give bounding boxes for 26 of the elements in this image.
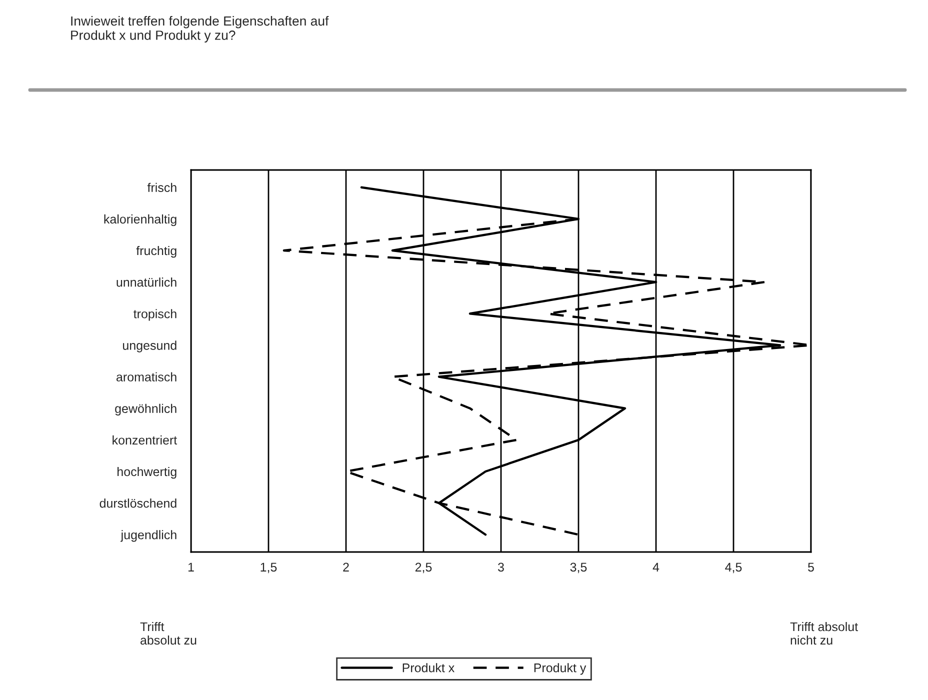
y-tick-label: jugendlich: [120, 530, 176, 542]
x-tick-label: 2: [343, 562, 349, 572]
x-tick-label: 4: [652, 562, 660, 572]
y-tick-label: ungesund: [123, 340, 176, 352]
y-tick-label: hochwertig: [118, 466, 176, 479]
text: Trifft absolut nicht zu: [790, 622, 858, 645]
x-tick-label: 3,5: [570, 562, 587, 574]
y-tick-label: frisch: [147, 182, 176, 192]
y-tick-label: kalorienhaltig: [104, 214, 176, 226]
y-tick-label: aromatisch: [116, 372, 176, 382]
x-tick-label: 4,5: [725, 562, 742, 574]
y-tick-label: unnatürlich: [116, 278, 176, 287]
legend-label: Produkt x: [402, 663, 454, 672]
y-tick-label: konzentriert: [112, 435, 178, 445]
x-tick-label: 1,5: [260, 562, 277, 574]
legend-label: Produkt y: [534, 663, 586, 675]
y-tick-label: durstlöschend: [100, 498, 176, 508]
y-tick-label: fruchtig: [136, 246, 176, 258]
x-tick-label: 5: [808, 562, 814, 572]
x-tick-label: 2,5: [415, 562, 432, 574]
y-tick-label: gewöhnlich: [115, 404, 176, 416]
x-tick-label: 1: [188, 562, 194, 572]
y-tick-label: tropisch: [134, 309, 176, 321]
chart-title: Inwieweit treffen folgende Eigenschaften auf Produkt x und Produkt y zu?: [71, 16, 329, 43]
x-tick-label: 3: [498, 562, 504, 572]
text: Trifft absolut zu: [140, 622, 196, 645]
